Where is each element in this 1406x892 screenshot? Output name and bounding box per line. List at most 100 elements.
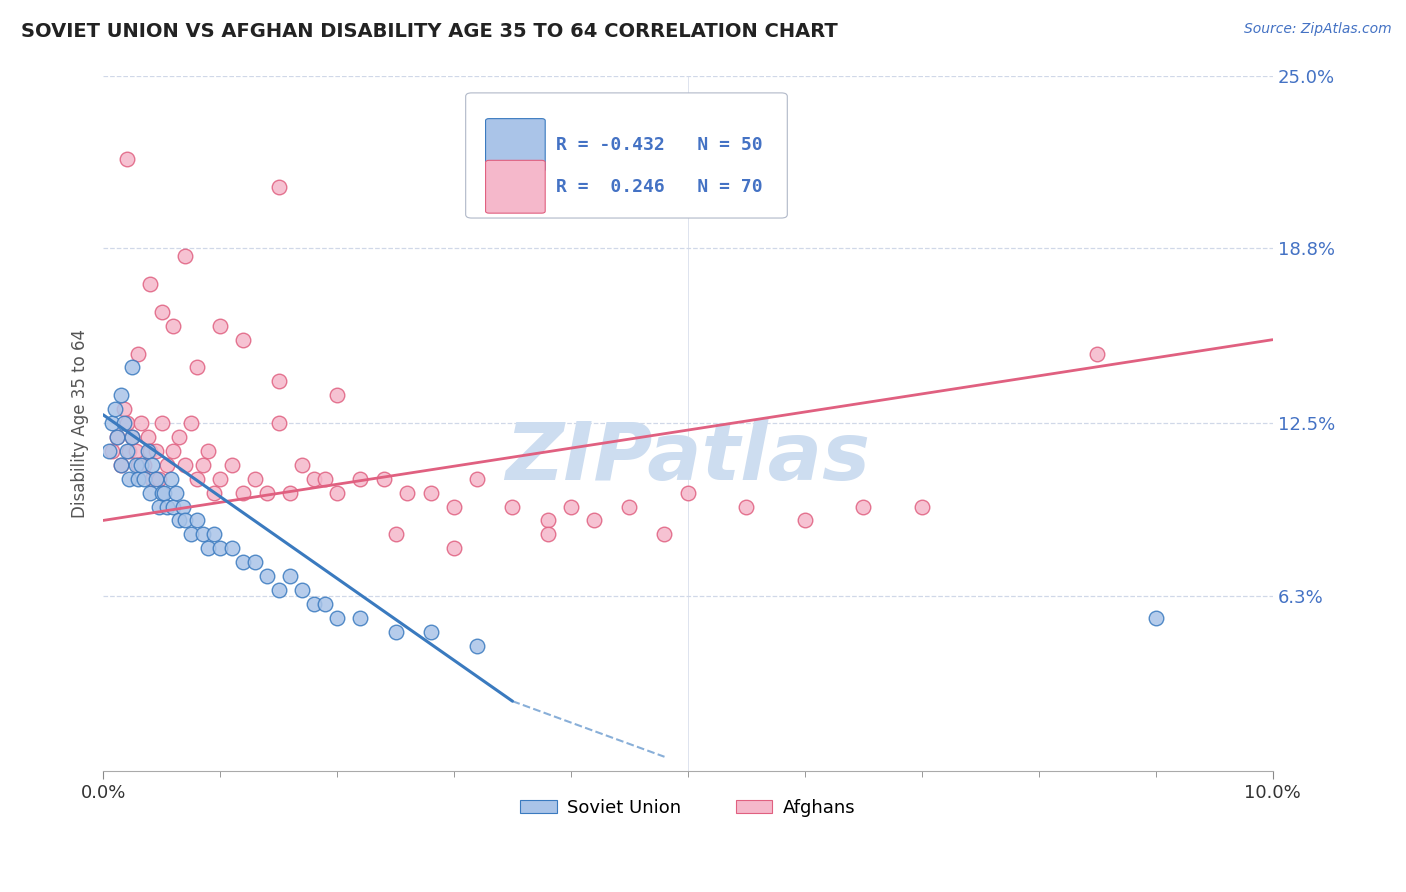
Point <box>118 472 141 486</box>
Point <box>105 430 128 444</box>
Point <box>314 597 336 611</box>
Point <box>583 513 606 527</box>
Point <box>852 500 875 514</box>
Point <box>167 430 190 444</box>
Point <box>536 527 558 541</box>
Point <box>110 388 132 402</box>
Point <box>101 416 124 430</box>
Point <box>180 527 202 541</box>
Text: Source: ZipAtlas.com: Source: ZipAtlas.com <box>1244 22 1392 37</box>
Point <box>467 639 489 653</box>
Point <box>167 513 190 527</box>
Point <box>291 458 314 472</box>
Point <box>115 416 138 430</box>
Text: R =  0.246   N = 70: R = 0.246 N = 70 <box>555 178 762 195</box>
Point <box>467 472 489 486</box>
Point <box>243 555 266 569</box>
Point <box>278 569 301 583</box>
Point <box>326 611 349 625</box>
Point <box>911 500 934 514</box>
Point <box>112 416 135 430</box>
Point <box>209 541 232 556</box>
Point <box>127 458 149 472</box>
FancyBboxPatch shape <box>485 119 546 171</box>
Point <box>221 541 243 556</box>
Point <box>132 458 155 472</box>
Point <box>232 485 254 500</box>
Point <box>278 485 301 500</box>
Point <box>172 500 194 514</box>
Point <box>676 485 699 500</box>
Point <box>162 500 184 514</box>
Point <box>267 416 290 430</box>
Point <box>127 346 149 360</box>
Point <box>112 402 135 417</box>
Point <box>150 305 173 319</box>
Point <box>221 458 243 472</box>
Point <box>243 472 266 486</box>
Point <box>125 458 148 472</box>
Point <box>191 527 214 541</box>
Point <box>619 500 641 514</box>
Point <box>139 277 162 291</box>
Point <box>150 485 173 500</box>
FancyBboxPatch shape <box>485 161 546 213</box>
Point <box>141 472 163 486</box>
Point <box>174 513 197 527</box>
Point <box>197 444 219 458</box>
Point <box>105 430 128 444</box>
Point <box>419 624 441 639</box>
Point <box>129 458 152 472</box>
Point <box>174 458 197 472</box>
Point <box>148 500 170 514</box>
Point <box>156 458 179 472</box>
Point <box>136 444 159 458</box>
Point <box>129 416 152 430</box>
Text: ZIPatlas: ZIPatlas <box>505 419 870 497</box>
Point <box>110 458 132 472</box>
Point <box>202 527 225 541</box>
Point <box>326 388 349 402</box>
Point <box>209 318 232 333</box>
Point <box>267 375 290 389</box>
Point <box>125 444 148 458</box>
Point <box>232 555 254 569</box>
Point <box>110 458 132 472</box>
Point <box>501 500 523 514</box>
Point <box>145 472 167 486</box>
Point <box>384 624 406 639</box>
Point <box>115 152 138 166</box>
Point <box>419 485 441 500</box>
Point <box>139 444 162 458</box>
Point <box>150 416 173 430</box>
Point <box>654 527 676 541</box>
Point <box>127 472 149 486</box>
FancyBboxPatch shape <box>465 93 787 218</box>
Point <box>186 472 208 486</box>
Point <box>139 485 162 500</box>
Point <box>232 333 254 347</box>
Point <box>162 318 184 333</box>
Point <box>104 402 127 417</box>
Point <box>349 611 371 625</box>
Point <box>160 472 183 486</box>
Point <box>209 472 232 486</box>
Point <box>291 582 314 597</box>
Y-axis label: Disability Age 35 to 64: Disability Age 35 to 64 <box>72 328 89 517</box>
Point <box>443 500 465 514</box>
Point <box>115 444 138 458</box>
Point <box>256 569 278 583</box>
Point <box>180 416 202 430</box>
Point <box>1085 346 1108 360</box>
Point <box>174 249 197 263</box>
Point <box>121 360 143 375</box>
Point <box>197 541 219 556</box>
Point <box>443 541 465 556</box>
Point <box>148 472 170 486</box>
Point <box>396 485 419 500</box>
Point <box>191 458 214 472</box>
Point <box>141 458 163 472</box>
Point <box>256 485 278 500</box>
Point <box>121 430 143 444</box>
Point <box>118 444 141 458</box>
